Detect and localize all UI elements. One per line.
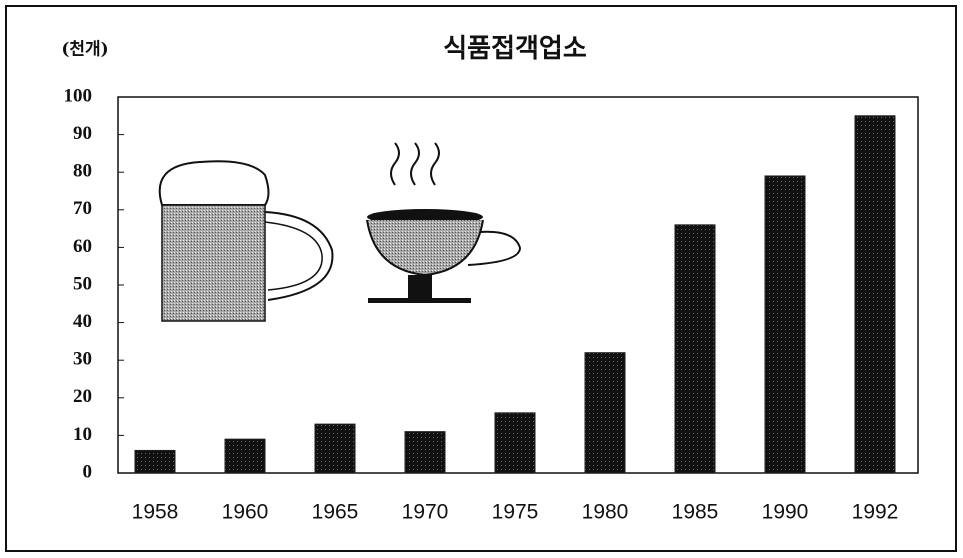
x-tick-label: 1965 xyxy=(312,501,359,524)
y-tick-label: 0 xyxy=(83,461,93,482)
y-unit-label: (천개) xyxy=(61,40,108,60)
bar xyxy=(404,431,446,474)
y-tick-label: 10 xyxy=(73,424,92,445)
x-tick-label: 1970 xyxy=(402,501,449,524)
y-tick-label: 100 xyxy=(64,85,93,106)
bar xyxy=(494,412,536,474)
bar xyxy=(584,352,626,474)
y-tick-label: 50 xyxy=(73,273,92,294)
bar xyxy=(854,115,896,474)
x-tick-label: 1992 xyxy=(852,501,899,524)
x-tick-label: 1990 xyxy=(762,501,809,524)
chart-title: 식품접객업소 xyxy=(443,34,587,64)
x-tick-label: 1960 xyxy=(222,501,269,524)
y-tick-label: 80 xyxy=(73,161,92,182)
y-tick-label: 70 xyxy=(73,198,92,219)
x-tick-label: 1975 xyxy=(492,501,539,524)
x-tick-label: 1985 xyxy=(672,501,719,524)
bar xyxy=(134,449,176,474)
coffee-cup xyxy=(366,142,522,303)
bar xyxy=(314,423,356,474)
outer-border xyxy=(5,5,957,552)
y-tick-label: 90 xyxy=(73,123,92,144)
x-tick-label: 1980 xyxy=(582,501,629,524)
x-tick-label: 1958 xyxy=(132,501,179,524)
y-tick-label: 20 xyxy=(73,386,92,407)
bar xyxy=(674,224,716,474)
y-tick-label: 30 xyxy=(73,349,92,370)
y-tick-label: 40 xyxy=(73,311,92,332)
y-tick-label: 60 xyxy=(73,236,92,257)
bar xyxy=(764,175,806,474)
bar xyxy=(224,438,266,474)
beer-mug xyxy=(158,160,334,322)
